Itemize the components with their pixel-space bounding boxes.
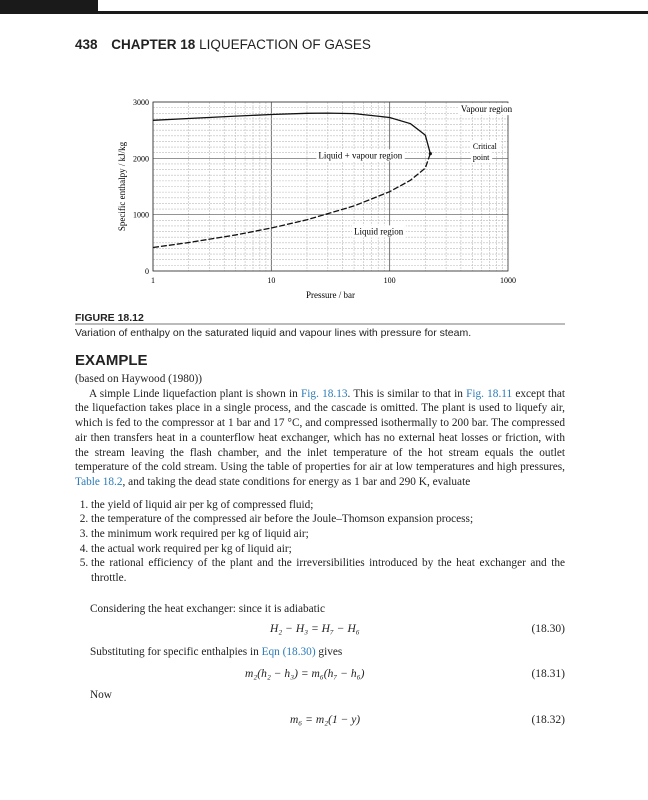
annotation-background [470, 152, 493, 164]
chapter-title: LIQUEFACTION OF GASES [199, 37, 371, 52]
x-tick-label: 1000 [500, 276, 516, 285]
page-number: 438 [75, 37, 98, 52]
y-tick-label: 2000 [133, 154, 149, 163]
text: , and taking the dead state conditions f… [122, 475, 471, 488]
list-item: the actual work required per kg of liqui… [91, 542, 565, 557]
text: except that the liquefaction takes place… [75, 387, 565, 474]
annotation-background [458, 103, 515, 116]
y-tick-label: 3000 [133, 98, 149, 107]
equation-number: (18.31) [531, 668, 565, 680]
text: A simple Linde liquefaction plant is sho… [89, 387, 301, 400]
y-tick-label: 0 [145, 267, 149, 276]
eqn-18-30-link[interactable]: Eqn (18.30) [261, 646, 316, 658]
equation-number: (18.30) [531, 623, 565, 635]
x-tick-label: 1 [151, 276, 155, 285]
y-axis-label: Specific enthalpy / kJ/kg [117, 141, 127, 231]
fig-18-11-link[interactable]: Fig. 18.11 [466, 387, 513, 400]
text: Substituting for specific enthalpies in [90, 646, 262, 658]
text: gives [315, 646, 343, 658]
x-tick-label: 10 [267, 276, 275, 285]
annotation-background [470, 140, 500, 152]
text: . This is similar to that in [347, 387, 467, 400]
enthalpy-pressure-chart: 1 10 100 1000 0 1000 2000 3000 Pressure / bar Spe… [117, 98, 516, 300]
paragraph: Considering the heat exchanger: since it… [90, 603, 325, 615]
figure-caption: Variation of enthalpy on the saturated l… [75, 327, 472, 339]
x-tick-label: 100 [384, 276, 396, 285]
annotation-background [316, 149, 405, 162]
example-source: (based on Haywood (1980)) [75, 373, 203, 385]
annotation: Vapour region [461, 104, 513, 114]
critical-point-marker [428, 152, 432, 156]
example-text: (based on Haywood (1980)) A simple Linde… [75, 372, 565, 586]
equation: H₂ − H₃ = H₇ − H₆ [270, 623, 360, 635]
chapter-number: CHAPTER 18 [111, 37, 196, 52]
figure-rule [75, 323, 565, 325]
example-heading: EXAMPLE [75, 352, 148, 369]
header-bar [0, 0, 98, 14]
equation: m₆ = m₂(1 − y) [290, 714, 361, 726]
list-item: the yield of liquid air per kg of compre… [91, 498, 565, 513]
annotation: Critical [473, 142, 498, 151]
annotation: Liquid + vapour region [318, 150, 402, 160]
header-rule [98, 11, 648, 14]
saturated-liquid-line [152, 153, 431, 249]
running-header: 438 CHAPTER 18 LIQUEFACTION OF GASES [75, 37, 371, 52]
paragraph: Substituting for specific enthalpies in … [90, 645, 560, 660]
x-axis-label: Pressure / bar [306, 290, 355, 300]
list-item: the minimum work required per kg of liqu… [91, 527, 565, 542]
annotation-background [352, 225, 406, 238]
example-paragraph: A simple Linde liquefaction plant is sho… [75, 387, 565, 490]
plot-frame [152, 101, 509, 272]
task-list: the yield of liquid air per kg of compre… [75, 498, 565, 586]
fig-18-13-link[interactable]: Fig. 18.13 [301, 387, 348, 400]
list-item: the rational efficiency of the plant and… [91, 556, 565, 585]
equation-number: (18.32) [531, 714, 565, 726]
y-tick-label: 1000 [133, 211, 149, 220]
saturated-vapour-line [152, 112, 431, 154]
list-item: the temperature of the compressed air be… [91, 512, 565, 527]
table-18-2-link[interactable]: Table 18.2 [75, 475, 123, 488]
annotation: point [473, 153, 490, 162]
equation: m₂(h₂ − h₃) = m₆(h₇ − h₆) [245, 668, 365, 680]
paragraph: Now [90, 689, 112, 701]
figure-label: FIGURE 18.12 [75, 312, 144, 324]
annotation: Liquid region [354, 226, 404, 236]
